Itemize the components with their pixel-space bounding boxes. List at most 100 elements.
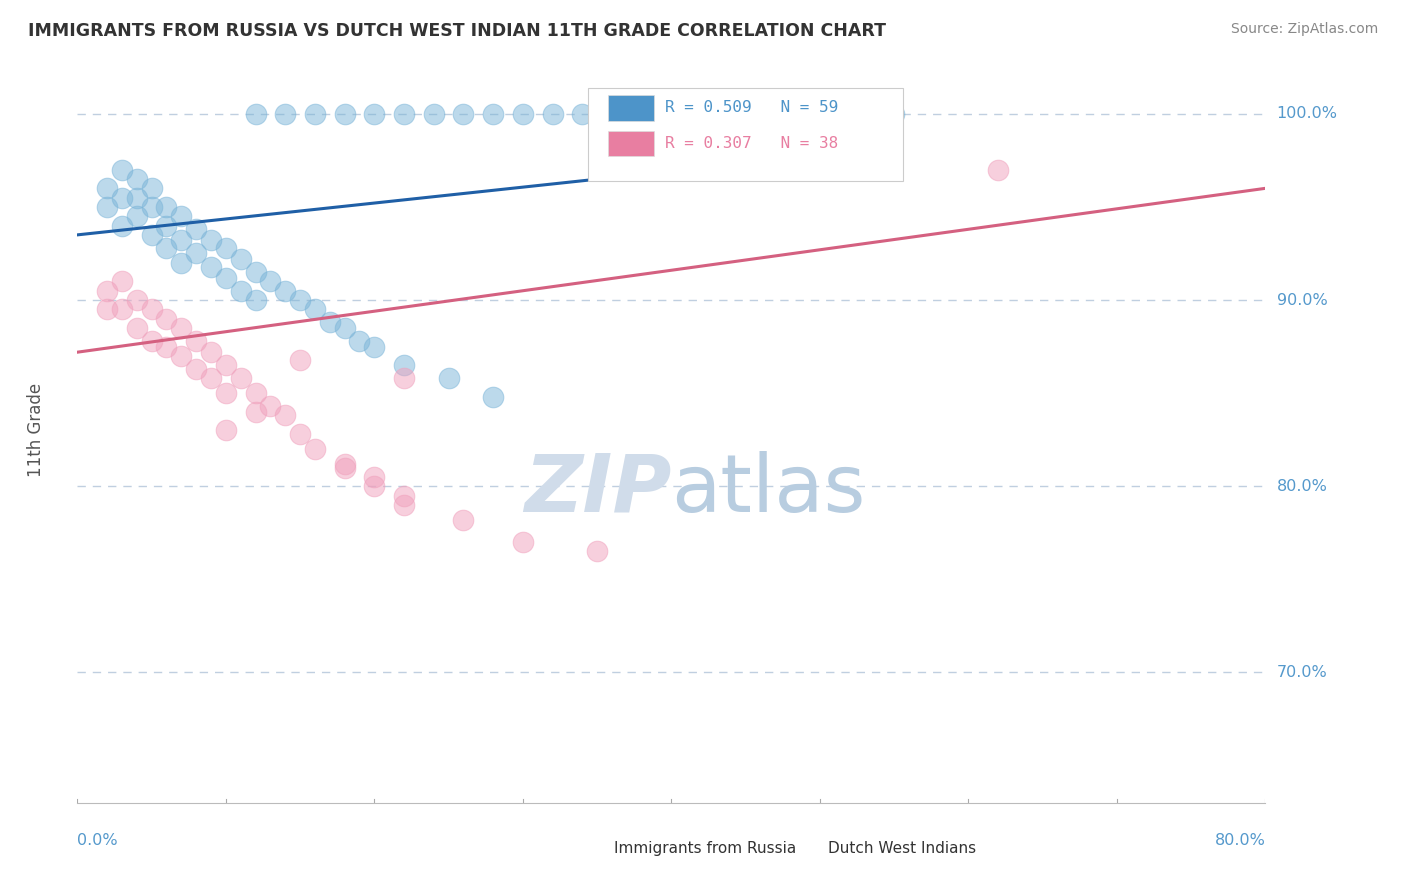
- Point: [392, 107, 415, 121]
- Point: [363, 107, 385, 121]
- Point: [541, 107, 564, 121]
- Point: [155, 200, 177, 214]
- Point: [333, 107, 356, 121]
- Point: [304, 107, 326, 121]
- Point: [482, 390, 505, 404]
- Point: [349, 334, 371, 348]
- Point: [186, 334, 208, 348]
- Bar: [609, 95, 654, 120]
- Text: 90.0%: 90.0%: [1277, 293, 1327, 308]
- Text: 70.0%: 70.0%: [1277, 665, 1327, 680]
- Text: atlas: atlas: [672, 451, 866, 529]
- Point: [274, 107, 297, 121]
- Point: [259, 274, 281, 288]
- Point: [304, 302, 326, 317]
- Point: [200, 345, 222, 359]
- Point: [186, 362, 208, 376]
- Point: [259, 399, 281, 413]
- Point: [141, 334, 163, 348]
- Point: [141, 181, 163, 195]
- Point: [288, 427, 311, 442]
- Point: [200, 260, 222, 274]
- Point: [155, 219, 177, 233]
- Point: [571, 107, 593, 121]
- Point: [141, 227, 163, 242]
- Point: [170, 209, 193, 223]
- Point: [987, 162, 1010, 177]
- Point: [304, 442, 326, 456]
- Point: [453, 513, 475, 527]
- Point: [838, 107, 860, 121]
- Point: [749, 107, 772, 121]
- Text: ZIP: ZIP: [524, 451, 672, 529]
- Point: [96, 284, 118, 298]
- Point: [274, 284, 297, 298]
- Point: [245, 386, 267, 401]
- Bar: [779, 837, 817, 861]
- Point: [215, 386, 238, 401]
- Point: [245, 293, 267, 307]
- Bar: [609, 131, 654, 156]
- Point: [125, 293, 148, 307]
- Point: [215, 241, 238, 255]
- Point: [453, 107, 475, 121]
- Point: [229, 284, 252, 298]
- Point: [200, 234, 222, 248]
- Point: [363, 340, 385, 354]
- Point: [155, 311, 177, 326]
- Point: [111, 191, 134, 205]
- Point: [155, 241, 177, 255]
- Point: [690, 107, 713, 121]
- Point: [245, 265, 267, 279]
- Point: [125, 209, 148, 223]
- Point: [200, 371, 222, 385]
- Point: [274, 409, 297, 423]
- Point: [333, 321, 356, 335]
- Point: [661, 107, 683, 121]
- FancyBboxPatch shape: [588, 87, 903, 181]
- Point: [111, 162, 134, 177]
- Point: [96, 181, 118, 195]
- Point: [363, 470, 385, 484]
- Point: [141, 302, 163, 317]
- Point: [392, 358, 415, 372]
- Point: [96, 200, 118, 214]
- Point: [245, 405, 267, 419]
- Point: [512, 535, 534, 549]
- Point: [333, 457, 356, 471]
- Point: [155, 340, 177, 354]
- Text: 100.0%: 100.0%: [1277, 106, 1337, 121]
- Text: 0.0%: 0.0%: [77, 833, 118, 848]
- Point: [125, 321, 148, 335]
- Bar: [564, 837, 602, 861]
- Point: [883, 107, 905, 121]
- Point: [288, 293, 311, 307]
- Text: Immigrants from Russia: Immigrants from Russia: [614, 841, 797, 856]
- Point: [125, 191, 148, 205]
- Point: [170, 256, 193, 270]
- Point: [392, 489, 415, 503]
- Point: [215, 270, 238, 285]
- Text: Source: ZipAtlas.com: Source: ZipAtlas.com: [1230, 22, 1378, 37]
- Point: [245, 107, 267, 121]
- Text: R = 0.509   N = 59: R = 0.509 N = 59: [665, 101, 838, 115]
- Point: [111, 219, 134, 233]
- Point: [437, 371, 460, 385]
- Point: [333, 460, 356, 475]
- Point: [288, 352, 311, 367]
- Point: [422, 107, 444, 121]
- Point: [720, 107, 742, 121]
- Text: IMMIGRANTS FROM RUSSIA VS DUTCH WEST INDIAN 11TH GRADE CORRELATION CHART: IMMIGRANTS FROM RUSSIA VS DUTCH WEST IND…: [28, 22, 886, 40]
- Point: [170, 321, 193, 335]
- Text: 11th Grade: 11th Grade: [27, 384, 45, 477]
- Point: [141, 200, 163, 214]
- Point: [229, 371, 252, 385]
- Point: [779, 107, 801, 121]
- Text: R = 0.307   N = 38: R = 0.307 N = 38: [665, 136, 838, 151]
- Point: [586, 544, 609, 558]
- Point: [96, 302, 118, 317]
- Point: [215, 358, 238, 372]
- Point: [630, 107, 652, 121]
- Point: [482, 107, 505, 121]
- Point: [512, 107, 534, 121]
